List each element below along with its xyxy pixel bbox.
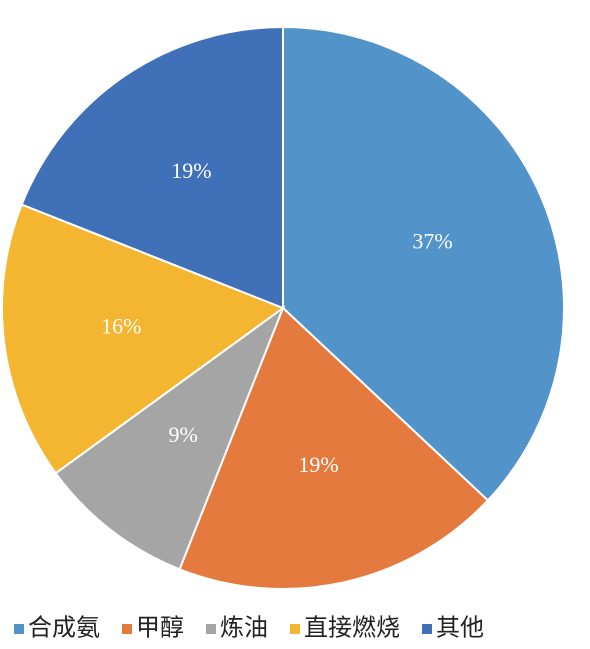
data-label: 19% xyxy=(298,452,338,477)
legend-swatch xyxy=(122,624,132,634)
legend-label: 甲醇 xyxy=(136,615,184,642)
legend-swatch xyxy=(422,624,432,634)
legend-label: 合成氨 xyxy=(28,615,100,642)
pie-slice xyxy=(282,25,565,502)
legend-swatch xyxy=(206,624,216,634)
data-label: 16% xyxy=(101,313,141,338)
legend-label: 其他 xyxy=(436,615,484,642)
pie-slice xyxy=(20,25,284,310)
data-label: 19% xyxy=(171,158,211,183)
data-label: 9% xyxy=(168,422,197,447)
pie-slice xyxy=(178,306,490,590)
legend-swatch xyxy=(290,624,300,634)
pie-slice xyxy=(1,203,286,475)
legend-label: 炼油 xyxy=(220,615,268,642)
legend-swatch xyxy=(14,624,24,634)
legend-label: 直接燃烧 xyxy=(304,615,400,642)
data-label: 37% xyxy=(412,228,452,253)
pie-slice xyxy=(54,305,286,571)
